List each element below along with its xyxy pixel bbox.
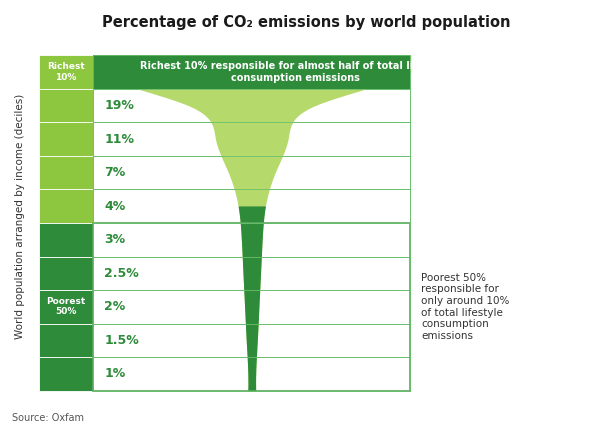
Bar: [39, 190, 94, 223]
Text: Poorest
50%: Poorest 50%: [46, 297, 86, 317]
Bar: [94, 323, 410, 357]
Text: 2%: 2%: [104, 300, 125, 313]
Text: 49%: 49%: [104, 66, 134, 79]
Bar: [39, 290, 94, 323]
Text: 19%: 19%: [104, 99, 134, 112]
Bar: [39, 257, 94, 290]
Y-axis label: World population arranged by income (deciles): World population arranged by income (dec…: [15, 94, 25, 339]
Bar: [94, 55, 410, 391]
Bar: [94, 89, 410, 122]
Bar: [39, 89, 94, 122]
Text: 11%: 11%: [104, 133, 134, 146]
Bar: [94, 122, 410, 156]
Bar: [94, 290, 410, 323]
Text: Source: Oxfam: Source: Oxfam: [12, 413, 84, 423]
Text: 4%: 4%: [104, 200, 125, 213]
Text: Poorest 50%
responsible for
only around 10%
of total lifestyle
consumption
emiss: Poorest 50% responsible for only around …: [421, 273, 509, 341]
Bar: [39, 55, 94, 89]
Bar: [39, 156, 94, 190]
Text: 2.5%: 2.5%: [104, 267, 139, 280]
Bar: [94, 357, 410, 391]
Bar: [39, 122, 94, 156]
Bar: [39, 357, 94, 391]
Text: Richest 10% responsible for almost half of total lifestyle
consumption emissions: Richest 10% responsible for almost half …: [140, 61, 451, 83]
Bar: [39, 323, 94, 357]
Bar: [94, 257, 410, 290]
Text: Richest
10%: Richest 10%: [47, 62, 85, 82]
Bar: [94, 190, 410, 223]
Text: 1.5%: 1.5%: [104, 334, 139, 347]
Bar: [94, 223, 410, 257]
Bar: [39, 223, 94, 257]
Text: 1%: 1%: [104, 367, 125, 380]
Title: Percentage of CO₂ emissions by world population: Percentage of CO₂ emissions by world pop…: [102, 15, 511, 30]
Bar: [94, 55, 410, 89]
Text: 7%: 7%: [104, 166, 125, 179]
Bar: [94, 223, 410, 391]
Bar: [94, 55, 410, 89]
Bar: [94, 156, 410, 190]
Text: 3%: 3%: [104, 233, 125, 246]
